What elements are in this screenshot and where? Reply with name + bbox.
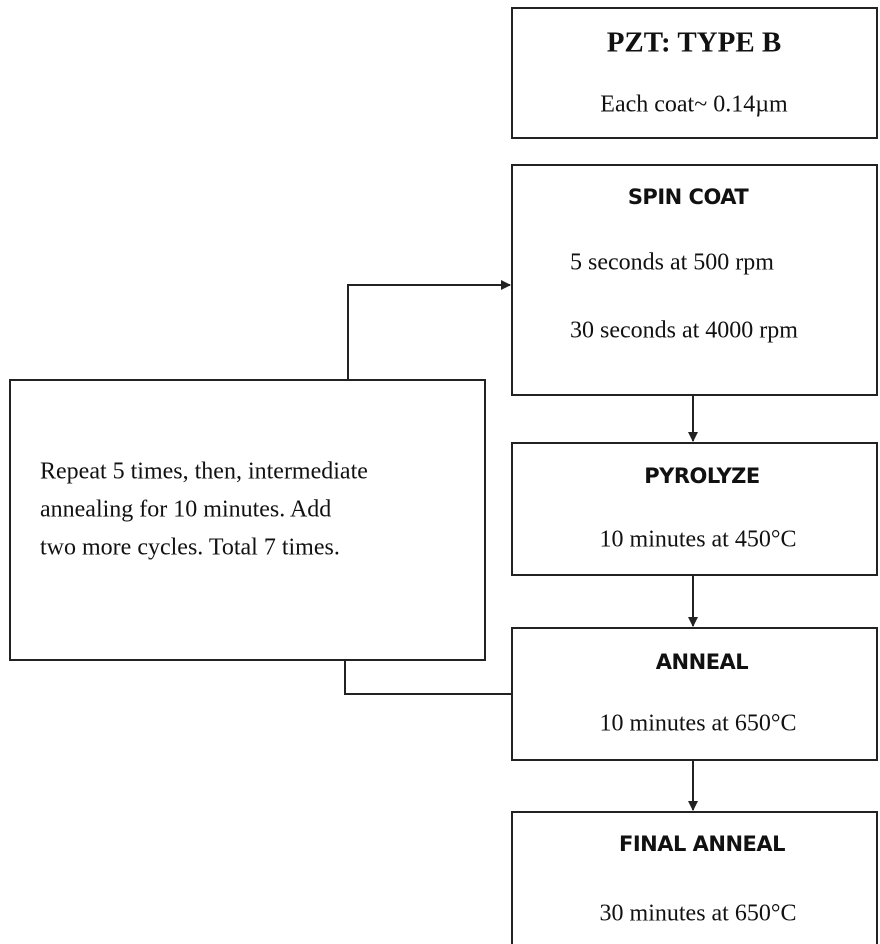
box — [511, 811, 878, 944]
box-text: 10 minutes at 650°C — [600, 711, 797, 737]
box-title: PYROLYZE — [644, 464, 760, 488]
box — [511, 627, 878, 761]
box-text: 5 seconds at 500 rpm — [570, 250, 774, 276]
box-title: PZT: TYPE B — [607, 27, 782, 59]
box — [511, 442, 878, 576]
box — [511, 164, 878, 396]
box-text: 30 seconds at 4000 rpm — [570, 318, 798, 344]
loop-arrow — [347, 280, 511, 380]
note-box — [9, 379, 486, 661]
note-text: two more cycles. Total 7 times. — [40, 535, 340, 561]
box-title: ANNEAL — [656, 650, 749, 674]
box-title: FINAL ANNEAL — [619, 832, 785, 856]
loop-line — [344, 660, 512, 695]
box — [511, 7, 878, 139]
note-text: annealing for 10 minutes. Add — [40, 497, 331, 523]
box-title: SPIN COAT — [628, 185, 750, 209]
box-text: Each coat~ 0.14µm — [600, 92, 788, 118]
box-text: 30 minutes at 650°C — [600, 901, 797, 927]
note-text: Repeat 5 times, then, intermediate — [40, 459, 368, 485]
box-text: 10 minutes at 450°C — [600, 527, 797, 553]
